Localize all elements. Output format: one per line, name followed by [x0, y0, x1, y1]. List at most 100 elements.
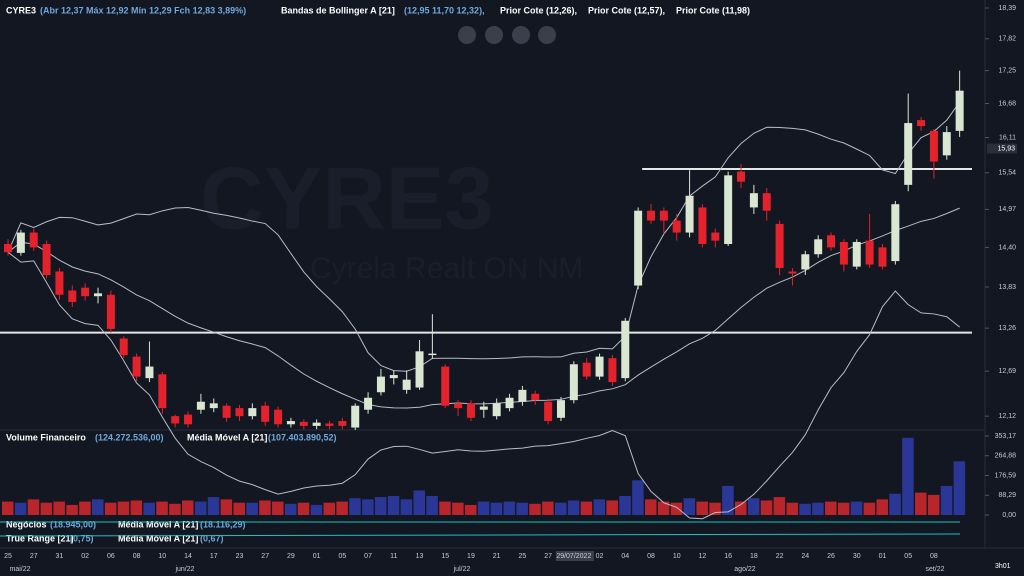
volume-bar [709, 502, 721, 515]
volume-bar [182, 500, 194, 515]
candle-body [479, 406, 488, 410]
ohlc: (Abr 12,37 Máx 12,92 Mín 12,29 Fch 12,83… [40, 5, 246, 15]
volume-bar [310, 504, 323, 515]
volume-bar [27, 499, 40, 515]
watermark-name: Cyrela Realt ON NM [310, 252, 583, 285]
volume-bar [14, 502, 27, 515]
volume-bar [850, 501, 863, 515]
volume-bar [529, 503, 541, 515]
volume-bar [606, 500, 618, 515]
candle-body [235, 408, 244, 417]
candle-body [904, 123, 913, 185]
candle-body [531, 393, 540, 401]
month-label: jul/22 [453, 566, 471, 573]
candle-body [878, 247, 887, 267]
candle-body [29, 232, 38, 248]
volume-bar [246, 502, 258, 515]
zoom-out-button[interactable] [485, 26, 503, 44]
volume-bar [130, 500, 143, 515]
x-tick-label: 27 [30, 553, 38, 560]
volume-bar [284, 503, 297, 515]
tr-line [0, 533, 961, 537]
volume-bar [940, 485, 953, 515]
tr-ma-label: Média Móvel A [21] [118, 533, 198, 543]
volume-tick-label: 0,00 [1002, 512, 1016, 519]
volume-bar [79, 501, 91, 515]
month-label: mai/22 [9, 566, 30, 573]
zoom-in-button[interactable] [512, 26, 530, 44]
month-label: jun/22 [174, 566, 194, 573]
prior-cote: Prior Cote (12,57), [588, 5, 665, 15]
trades-label: Negócios [6, 519, 47, 529]
x-tick-label: 10 [158, 553, 166, 560]
volume-bar [349, 498, 361, 515]
candle-body [724, 175, 733, 245]
x-tick-label: 29 [287, 553, 295, 560]
volume-bar [760, 500, 773, 515]
nav-button[interactable] [458, 26, 476, 44]
nav-button[interactable] [538, 26, 556, 44]
x-tick-label: 06 [107, 553, 115, 560]
volume-bar [117, 501, 130, 515]
candle-body [518, 389, 527, 402]
candle-body [402, 379, 411, 390]
candle-body [891, 204, 900, 262]
volume-bar [66, 504, 78, 515]
x-tick-label: 27 [261, 553, 269, 560]
volume-bar [876, 499, 888, 515]
volume-bar [593, 499, 606, 515]
volume-bar [696, 501, 708, 515]
candle-body [106, 294, 115, 329]
x-tick-label: 08 [647, 553, 655, 560]
volume-bar [387, 495, 400, 515]
volume-bar [413, 490, 426, 515]
y-tick-label: 15,54 [998, 170, 1016, 177]
candle-body [839, 241, 848, 265]
x-tick-label: 01 [313, 553, 321, 560]
candle-body [376, 376, 385, 393]
volume-ma-value: (107.403.890,52) [268, 432, 337, 442]
x-tick-label: 30 [853, 553, 861, 560]
volume-bar [645, 499, 657, 515]
x-tick-label: 13 [416, 553, 424, 560]
candle-body [865, 240, 874, 265]
volume-bar [683, 498, 696, 515]
volume-bar [542, 501, 554, 515]
trades-value: (18.945,00) [50, 519, 96, 529]
volume-bar [889, 493, 901, 515]
price-tag-label: 15,93 [997, 145, 1015, 152]
candle-body [428, 353, 437, 356]
candle-body [788, 271, 797, 274]
candle-body [158, 374, 167, 409]
volume-bar [362, 499, 374, 515]
volume-bar [194, 501, 207, 515]
volume-ma-label: Média Móvel A [21] [187, 432, 267, 442]
x-tick-label: 17 [210, 553, 218, 560]
month-label: ago/22 [734, 566, 756, 573]
candle-body [441, 366, 450, 406]
tr-label: True Range [21] [6, 533, 74, 543]
volume-bar [272, 501, 284, 515]
x-tick-label: 01 [879, 553, 887, 560]
candle-body [698, 207, 707, 245]
candle-body [466, 403, 475, 418]
x-tick-label: 14 [184, 553, 192, 560]
volume-bar [452, 502, 464, 515]
x-tick-label: 23 [236, 553, 244, 560]
x-tick-label: 15 [441, 553, 449, 560]
volume-bar [747, 498, 760, 515]
volume-bar [619, 495, 631, 515]
candle-body [389, 375, 398, 379]
x-tick-label: 04 [621, 553, 629, 560]
x-tick-label: 02 [81, 553, 89, 560]
candle-body [132, 356, 141, 377]
symbol: CYRE3 [6, 5, 36, 15]
x-tick-label: 08 [133, 553, 141, 560]
volume-bar [323, 502, 335, 515]
candle-body [942, 132, 951, 156]
volume-bar [580, 501, 593, 515]
volume-bar [259, 500, 271, 515]
candle-body [621, 320, 630, 379]
candle-body [415, 351, 424, 388]
